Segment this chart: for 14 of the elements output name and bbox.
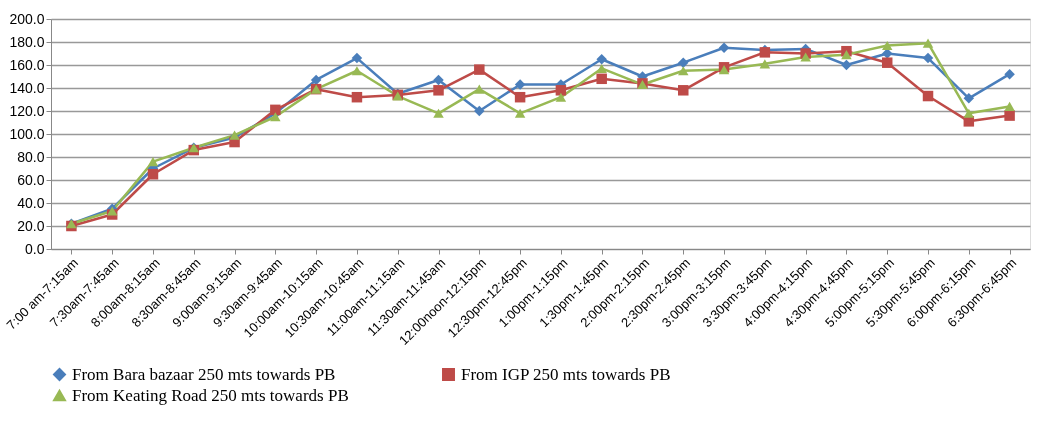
legend-label: From Bara bazaar 250 mts towards PB xyxy=(72,364,336,384)
y-tick-label: 20.0 xyxy=(17,217,45,234)
y-tick-label: 80.0 xyxy=(17,148,45,165)
y-tick-label: 100.0 xyxy=(9,125,45,142)
y-tick-label: 200.0 xyxy=(9,10,45,27)
y-tick-label: 60.0 xyxy=(17,171,45,188)
y-tick-label: 140.0 xyxy=(9,79,45,96)
y-tick-label: 40.0 xyxy=(17,194,45,211)
y-tick-label: 0.0 xyxy=(25,240,45,257)
legend-label: From Keating Road 250 mts towards PB xyxy=(72,385,349,405)
y-tick-label: 120.0 xyxy=(9,102,45,119)
y-tick-label: 180.0 xyxy=(9,33,45,50)
legend-label: From IGP 250 mts towards PB xyxy=(461,364,671,384)
y-tick-label: 160.0 xyxy=(9,56,45,73)
